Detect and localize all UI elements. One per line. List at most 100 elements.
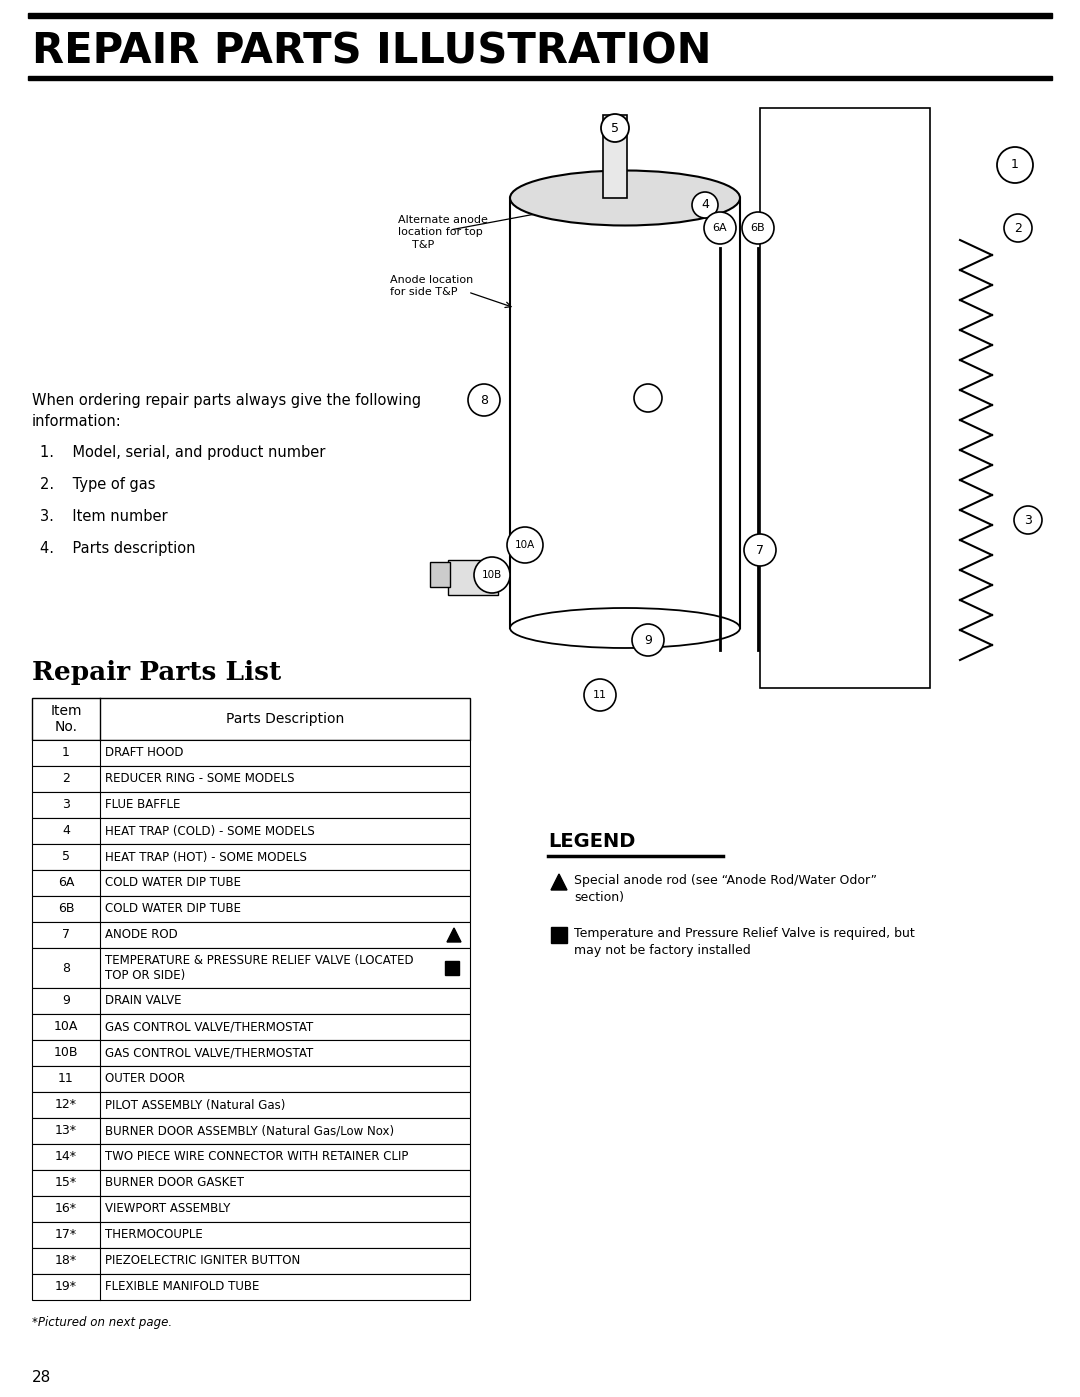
Circle shape — [744, 534, 777, 566]
Bar — [32, 1118, 470, 1144]
Circle shape — [692, 191, 718, 218]
Bar — [32, 1066, 470, 1092]
Text: 10A: 10A — [515, 541, 535, 550]
Text: Alternate anode
location for top
    T&P: Alternate anode location for top T&P — [399, 215, 488, 250]
Bar — [603, 115, 627, 198]
Bar — [32, 1274, 470, 1301]
Ellipse shape — [510, 608, 740, 648]
Text: Parts Description: Parts Description — [226, 712, 345, 726]
Bar — [430, 562, 450, 587]
Text: 15*: 15* — [55, 1176, 77, 1189]
Text: Special anode rod (see “Anode Rod/Water Odor”
section): Special anode rod (see “Anode Rod/Water … — [573, 875, 877, 904]
Text: 5: 5 — [611, 122, 619, 134]
Text: TEMPERATURE & PRESSURE RELIEF VALVE (LOCATED
TOP OR SIDE): TEMPERATURE & PRESSURE RELIEF VALVE (LOC… — [105, 954, 414, 982]
Text: 1: 1 — [1011, 158, 1018, 172]
Text: DRAFT HOOD: DRAFT HOOD — [105, 746, 184, 760]
Bar — [32, 1222, 470, 1248]
Circle shape — [1004, 214, 1032, 242]
Bar — [32, 1196, 470, 1222]
Circle shape — [468, 384, 500, 416]
Ellipse shape — [510, 170, 740, 225]
Text: Repair Parts List: Repair Parts List — [32, 659, 281, 685]
Text: 1: 1 — [62, 746, 70, 760]
Text: OUTER DOOR: OUTER DOOR — [105, 1073, 185, 1085]
Bar — [28, 13, 1052, 18]
Text: 8: 8 — [480, 394, 488, 407]
Polygon shape — [447, 928, 461, 942]
Bar — [32, 870, 470, 895]
Text: 10B: 10B — [54, 1046, 78, 1059]
Text: 5: 5 — [62, 851, 70, 863]
Circle shape — [1014, 506, 1042, 534]
Bar — [551, 928, 567, 943]
Text: 18*: 18* — [55, 1255, 77, 1267]
Bar — [28, 75, 1052, 80]
Text: 3.    Item number: 3. Item number — [40, 509, 167, 524]
Bar — [32, 895, 470, 922]
Text: 3: 3 — [1024, 514, 1031, 527]
Text: REPAIR PARTS ILLUSTRATION: REPAIR PARTS ILLUSTRATION — [32, 29, 712, 73]
Text: 11: 11 — [593, 690, 607, 700]
Text: 13*: 13* — [55, 1125, 77, 1137]
Bar — [32, 922, 470, 949]
Text: *Pictured on next page.: *Pictured on next page. — [32, 1316, 172, 1329]
Text: 4: 4 — [701, 198, 708, 211]
Text: 28: 28 — [32, 1370, 51, 1384]
Text: When ordering repair parts always give the following
information:: When ordering repair parts always give t… — [32, 393, 421, 429]
Text: 19*: 19* — [55, 1281, 77, 1294]
Bar — [32, 1171, 470, 1196]
Bar — [32, 844, 470, 870]
Bar — [32, 698, 470, 740]
Text: LEGEND: LEGEND — [548, 833, 635, 851]
Text: 6A: 6A — [713, 224, 727, 233]
Text: Temperature and Pressure Relief Valve is required, but
may not be factory instal: Temperature and Pressure Relief Valve is… — [573, 928, 915, 957]
Text: HEAT TRAP (COLD) - SOME MODELS: HEAT TRAP (COLD) - SOME MODELS — [105, 824, 314, 837]
Text: Item
No.: Item No. — [51, 704, 82, 733]
Text: 8: 8 — [62, 961, 70, 975]
Bar — [32, 1144, 470, 1171]
Text: 6B: 6B — [751, 224, 766, 233]
Text: PIEZOELECTRIC IGNITER BUTTON: PIEZOELECTRIC IGNITER BUTTON — [105, 1255, 300, 1267]
Text: TWO PIECE WIRE CONNECTOR WITH RETAINER CLIP: TWO PIECE WIRE CONNECTOR WITH RETAINER C… — [105, 1151, 408, 1164]
Text: 2.    Type of gas: 2. Type of gas — [40, 476, 156, 492]
Circle shape — [507, 527, 543, 563]
Circle shape — [634, 384, 662, 412]
Bar — [510, 198, 740, 629]
Circle shape — [742, 212, 774, 244]
Text: 9: 9 — [644, 633, 652, 647]
Text: Anode location
for side T&P: Anode location for side T&P — [390, 275, 473, 298]
Bar — [32, 988, 470, 1014]
Text: ANODE ROD: ANODE ROD — [105, 929, 178, 942]
Text: 4: 4 — [62, 824, 70, 837]
Text: GAS CONTROL VALVE/THERMOSTAT: GAS CONTROL VALVE/THERMOSTAT — [105, 1046, 313, 1059]
Bar — [32, 949, 470, 988]
Bar — [760, 108, 930, 687]
Text: 7: 7 — [62, 929, 70, 942]
Text: 12*: 12* — [55, 1098, 77, 1112]
Text: COLD WATER DIP TUBE: COLD WATER DIP TUBE — [105, 902, 241, 915]
Text: FLUE BAFFLE: FLUE BAFFLE — [105, 799, 180, 812]
Bar — [32, 1014, 470, 1039]
Text: 9: 9 — [62, 995, 70, 1007]
Circle shape — [704, 212, 735, 244]
Bar — [32, 740, 470, 766]
Text: 1.    Model, serial, and product number: 1. Model, serial, and product number — [40, 446, 325, 460]
Circle shape — [632, 624, 664, 657]
Text: THERMOCOUPLE: THERMOCOUPLE — [105, 1228, 203, 1242]
Text: GAS CONTROL VALVE/THERMOSTAT: GAS CONTROL VALVE/THERMOSTAT — [105, 1020, 313, 1034]
Circle shape — [474, 557, 510, 592]
Bar — [448, 560, 498, 595]
Text: PILOT ASSEMBLY (Natural Gas): PILOT ASSEMBLY (Natural Gas) — [105, 1098, 285, 1112]
Circle shape — [997, 147, 1032, 183]
Bar — [32, 1092, 470, 1118]
Text: 10A: 10A — [54, 1020, 78, 1034]
Text: 11: 11 — [58, 1073, 73, 1085]
Text: 2: 2 — [1014, 222, 1022, 235]
Text: 6B: 6B — [57, 902, 75, 915]
Text: BURNER DOOR GASKET: BURNER DOOR GASKET — [105, 1176, 244, 1189]
Text: HEAT TRAP (HOT) - SOME MODELS: HEAT TRAP (HOT) - SOME MODELS — [105, 851, 307, 863]
Text: FLEXIBLE MANIFOLD TUBE: FLEXIBLE MANIFOLD TUBE — [105, 1281, 259, 1294]
Text: DRAIN VALVE: DRAIN VALVE — [105, 995, 181, 1007]
Text: 4.    Parts description: 4. Parts description — [40, 541, 195, 556]
Text: 3: 3 — [62, 799, 70, 812]
